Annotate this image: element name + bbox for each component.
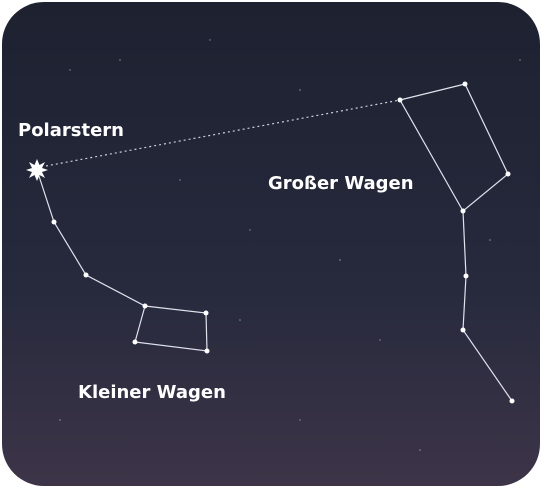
page: Polarstern Großer Wagen Kleiner Wagen ((… [0,0,542,488]
night-sky [2,2,540,486]
polaris-star [26,159,48,181]
little-dipper-label: Kleiner Wagen [78,382,226,403]
big-dipper-label: Großer Wagen [268,173,414,194]
sky-diagram: Polarstern Großer Wagen Kleiner Wagen [0,0,542,488]
polaris-label: Polarstern [18,120,124,141]
